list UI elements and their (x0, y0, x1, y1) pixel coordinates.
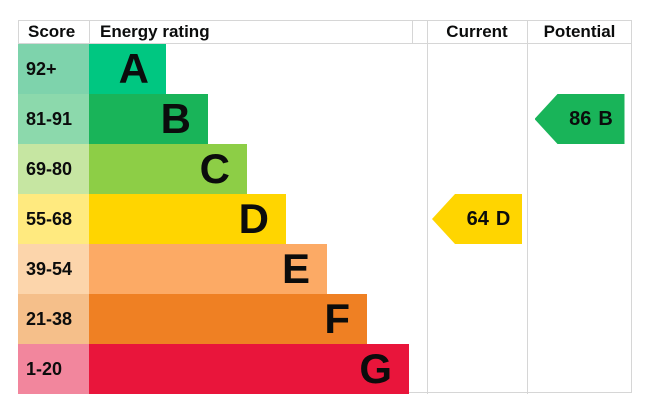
band-letter: D (238, 195, 269, 242)
score-column-header: Score (28, 22, 76, 41)
energy-band-row: 39-54 E (18, 244, 631, 294)
band-bar: G (89, 344, 409, 394)
energy-rating-right-divider (412, 21, 413, 44)
current-score-value: 64 (466, 207, 489, 230)
epc-table: Score Energy rating Current Potential 92… (18, 20, 632, 394)
band-bar: E (89, 244, 327, 294)
score-rating-divider (89, 21, 90, 44)
band-bar: B (89, 94, 208, 144)
energy-band-row: 92+ A (18, 44, 631, 94)
energy-band-row: 81-91 B (18, 94, 631, 144)
potential-column-divider (527, 21, 528, 394)
band-letter: E (281, 245, 310, 292)
band-score-range: 21-38 (18, 294, 89, 344)
band-letter: G (359, 345, 392, 392)
band-bar: C (89, 144, 247, 194)
energy-rating-column-header: Energy rating (100, 22, 210, 41)
energy-band-row: 69-80 C (18, 144, 631, 194)
potential-column-header: Potential (543, 22, 616, 41)
band-score-range: 39-54 (18, 244, 89, 294)
band-letter: C (199, 145, 230, 192)
band-bar: A (89, 44, 166, 94)
table-left-border (18, 21, 19, 44)
current-column-header: Current (446, 22, 508, 41)
energy-band-row: 1-20 G (18, 344, 631, 394)
band-score-range: 69-80 (18, 144, 89, 194)
band-score-range: 55-68 (18, 194, 89, 244)
energy-band-rows: 92+ A 81-91 B 69-80 C 55-68 D 39-54 E 21… (18, 44, 631, 394)
band-bar: F (89, 294, 367, 344)
energy-band-row: 21-38 F (18, 294, 631, 344)
band-letter: F (324, 295, 350, 342)
energy-band-row: 55-68 D (18, 194, 631, 244)
table-header: Score Energy rating Current Potential (18, 21, 631, 44)
band-score-range: 81-91 (18, 94, 89, 144)
current-band-letter: D (495, 207, 511, 230)
current-column-divider (427, 21, 428, 394)
band-letter: B (160, 95, 191, 142)
band-score-range: 92+ (18, 44, 89, 94)
band-score-range: 1-20 (18, 344, 89, 394)
potential-score-value: 86 (569, 107, 592, 130)
potential-band-letter: B (598, 107, 613, 130)
band-bar: D (89, 194, 286, 244)
band-letter: A (118, 45, 149, 92)
